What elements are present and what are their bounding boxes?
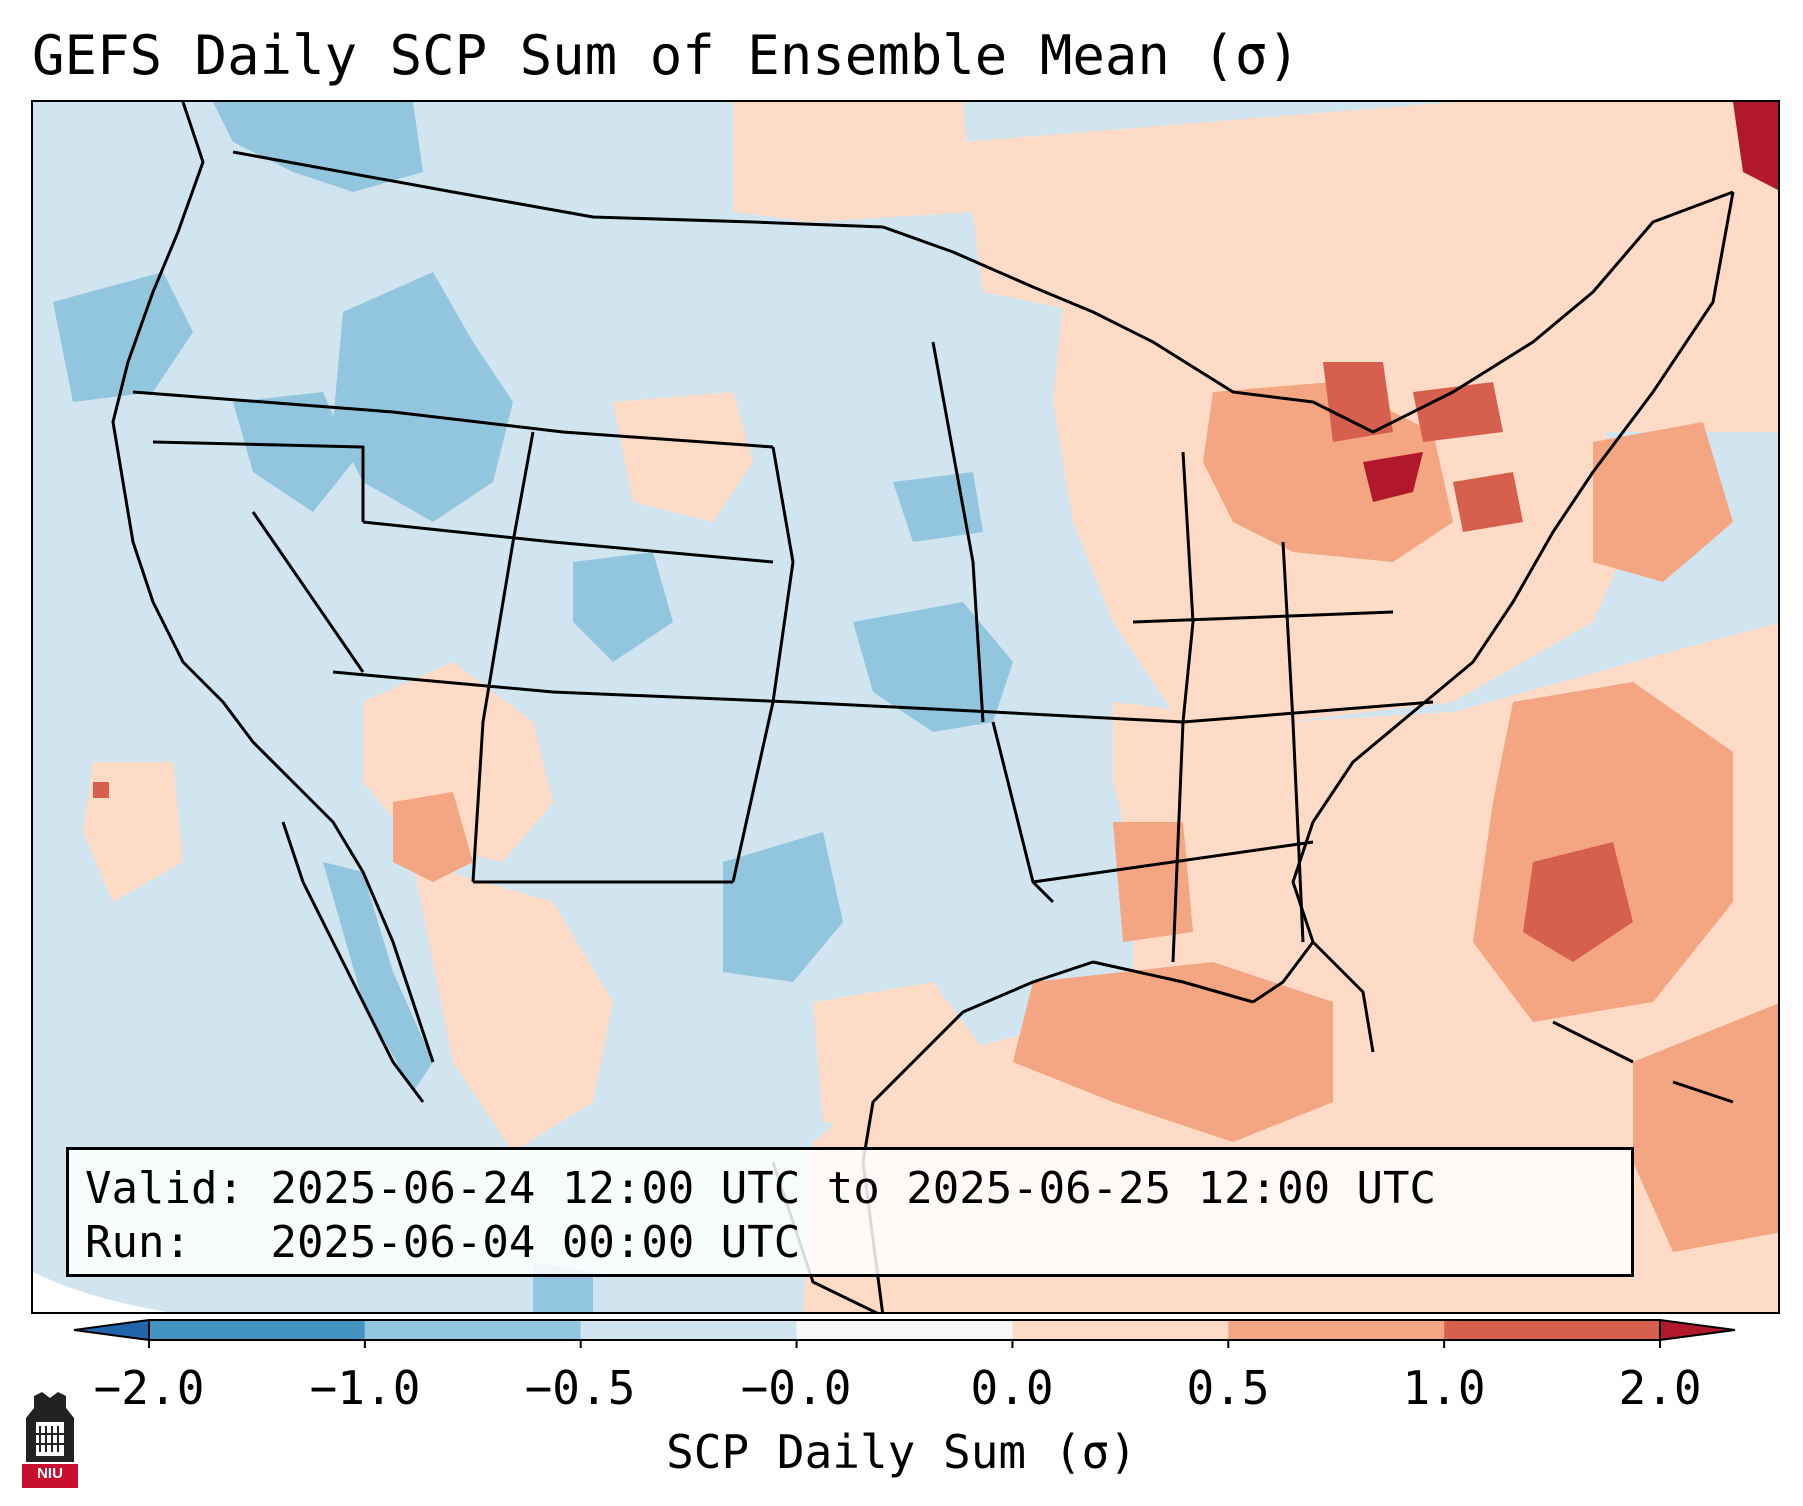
state-line-8	[931, 341, 985, 723]
colorbar	[73, 1318, 1736, 1348]
positive-anomaly-north-dakota	[733, 102, 973, 222]
gulf-coast	[861, 960, 1254, 1312]
valid-value: 2025-06-24 12:00 UTC to 2025-06-25 12:00…	[270, 1163, 1437, 1214]
strong-anomaly-lake-huron	[1323, 362, 1393, 442]
colorbar-tick-label: −0.0	[740, 1361, 852, 1415]
state-line-3	[362, 520, 774, 564]
colorbar-tick-label: −1.0	[309, 1361, 421, 1415]
state-line-10	[1171, 451, 1195, 963]
map-canvas	[33, 102, 1778, 1312]
colorbar-outline	[148, 1319, 1661, 1341]
strong-anomaly-pixel	[93, 782, 109, 798]
strong-anomaly-maine	[1733, 102, 1778, 190]
niu-logo: NIU	[22, 1388, 78, 1488]
positive-anomaly-canada-east	[963, 102, 1778, 432]
run-label: Run:	[85, 1217, 191, 1268]
valid-run-info-box: Valid: 2025-06-24 12:00 UTC to 2025-06-2…	[66, 1147, 1634, 1277]
colorbar-tick-label: 0.0	[970, 1361, 1054, 1415]
negative-anomaly-texas	[723, 832, 843, 982]
state-line-6	[471, 431, 535, 883]
moderate-anomaly-arizona	[393, 792, 473, 882]
state-line-5	[152, 440, 365, 522]
state-line-2	[392, 410, 774, 449]
state-line-1	[132, 390, 394, 414]
colorbar-bin	[364, 1320, 581, 1340]
positive-anomaly-mexico	[413, 862, 613, 1152]
colorbar-label: SCP Daily Sum (σ)	[666, 1425, 1137, 1479]
niu-tower-icon	[22, 1392, 78, 1488]
state-line-9	[991, 721, 1055, 904]
negative-anomaly-kansas	[853, 602, 1013, 732]
strong-anomaly-carolina	[1453, 472, 1523, 532]
run-value: 2025-06-04 00:00 UTC	[270, 1217, 801, 1268]
state-line-13	[1032, 840, 1314, 884]
negative-anomaly-idaho	[333, 272, 513, 522]
caribbean-islands	[1552, 1020, 1734, 1104]
valid-label: Valid:	[85, 1163, 244, 1214]
pacific-coast	[111, 102, 435, 1063]
negative-anomaly-colorado	[573, 552, 673, 662]
negative-anomaly-baja	[323, 862, 433, 1092]
colorbar-bin	[1444, 1320, 1660, 1340]
map-panel	[31, 100, 1780, 1314]
moderate-anomaly-northeast	[1593, 422, 1733, 582]
baja-peninsula	[281, 821, 425, 1103]
strong-anomaly-atlantic-core	[1523, 842, 1633, 962]
map-title: GEFS Daily SCP Sum of Ensemble Mean (σ)	[32, 24, 1300, 87]
projection-edge	[33, 1272, 168, 1312]
colorbar-tick-label: −0.5	[524, 1361, 636, 1415]
colorbar-extend-max	[1659, 1318, 1736, 1342]
negative-anomaly-bc	[213, 102, 423, 192]
strong-anomaly-lake-erie	[1363, 452, 1423, 502]
colorbar-bin	[580, 1320, 797, 1340]
colorbar-bin	[796, 1320, 1013, 1340]
positive-anomaly-gulf	[813, 982, 993, 1142]
moderate-anomaly-caribbean	[1633, 1003, 1778, 1252]
colorbar-tick-label: 1.0	[1402, 1361, 1486, 1415]
colorbar-tick-label: 2.0	[1618, 1361, 1702, 1415]
negative-anomaly-nebraska	[893, 472, 983, 542]
positive-anomaly-wyoming	[613, 392, 753, 522]
scp-field	[53, 102, 1778, 1312]
colorbar-extend-min	[73, 1318, 150, 1342]
colorbar-bin	[1012, 1320, 1229, 1340]
niu-logo-text: NIU	[37, 1465, 63, 1482]
atlantic-coast	[1291, 191, 1735, 1053]
negative-anomaly-oregon	[233, 392, 353, 512]
colorbar-tick-label: 0.5	[1186, 1361, 1270, 1415]
state-line-11	[1281, 541, 1305, 943]
state-line-12	[1132, 610, 1394, 624]
great-lakes-border	[882, 190, 1734, 434]
moderate-anomaly-mississippi	[1113, 822, 1193, 942]
state-line-15	[251, 511, 365, 673]
colorbar-bin	[1228, 1320, 1445, 1340]
moderate-anomaly-gulf-coast	[1013, 962, 1333, 1142]
negative-anomaly-northwest	[53, 272, 193, 402]
canada-border-west	[232, 150, 884, 229]
florida-peninsula	[1252, 941, 1315, 1004]
colorbar-tick-label: −2.0	[93, 1361, 205, 1415]
strong-anomaly-lake-ontario	[1413, 382, 1503, 442]
state-line-4	[332, 670, 1434, 724]
state-line-7	[731, 446, 795, 883]
colorbar-bin	[149, 1320, 365, 1340]
